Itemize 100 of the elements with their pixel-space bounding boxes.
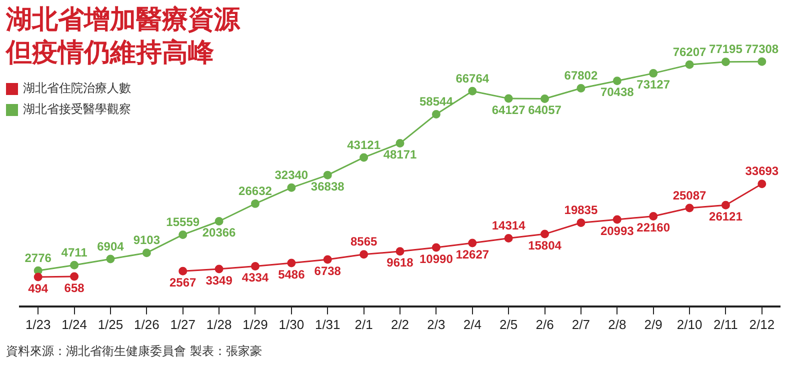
point [287, 183, 296, 192]
point [178, 266, 188, 276]
data-label: 64057 [528, 103, 562, 118]
point [214, 217, 224, 226]
point [360, 153, 368, 162]
point [468, 86, 477, 96]
point [685, 60, 694, 69]
data-label: 6904 [97, 239, 124, 254]
point [612, 76, 622, 86]
data-label: 36838 [310, 179, 345, 194]
point [106, 254, 115, 264]
point [214, 264, 224, 274]
data-label: 2776 [24, 250, 52, 265]
data-label: 15559 [166, 215, 200, 230]
x-tick-label: 1/26 [134, 316, 160, 332]
point [142, 248, 151, 258]
point [504, 94, 513, 103]
x-tick-label: 1/29 [242, 316, 268, 332]
data-label: 43121 [347, 138, 381, 152]
point [721, 58, 730, 66]
x-tick-label: 1/23 [25, 316, 51, 332]
data-label: 66764 [456, 71, 490, 86]
point [396, 139, 404, 148]
point [432, 243, 440, 252]
data-label: 5486 [278, 267, 306, 282]
x-tick-label: 1/31 [314, 316, 340, 332]
point [178, 230, 188, 239]
data-label: 48171 [383, 148, 418, 162]
x-tick-label: 2/5 [500, 316, 518, 332]
data-label: 22160 [636, 220, 670, 235]
point [540, 230, 550, 238]
data-label: 658 [64, 280, 85, 295]
x-tick-label: 2/7 [572, 316, 590, 332]
x-tick-label: 1/28 [206, 316, 232, 332]
point [432, 110, 440, 118]
x-tick-label: 2/6 [536, 316, 554, 332]
x-tick-label: 2/8 [608, 316, 626, 332]
data-label: 6738 [314, 264, 342, 278]
x-tick-label: 2/12 [749, 316, 775, 332]
x-tick-label: 1/25 [98, 316, 124, 332]
data-label: 70438 [600, 85, 634, 100]
point [576, 84, 586, 92]
point [70, 260, 79, 270]
point [721, 200, 730, 210]
x-tick-label: 2/11 [714, 316, 738, 332]
point [250, 262, 260, 270]
point [612, 215, 622, 224]
data-label: 77308 [745, 42, 779, 56]
data-label: 15804 [528, 238, 562, 252]
source-note: 資料來源：湖北省衛生健康委員會 製表：張家豪 [6, 343, 262, 360]
data-label: 9618 [386, 256, 414, 270]
legend-label: 湖北省接受醫學觀察 [23, 101, 131, 118]
x-tick-label: 2/9 [644, 316, 662, 332]
point [649, 69, 658, 78]
point [323, 170, 332, 180]
x-tick-label: 2/3 [427, 316, 446, 332]
legend-label: 湖北省住院治療人數 [23, 80, 131, 97]
data-label: 20366 [202, 226, 236, 240]
point [649, 212, 658, 220]
data-label: 25087 [672, 188, 707, 202]
x-tick-label: 2/1 [354, 316, 373, 332]
chart-title: 湖北省增加醫療資源但疫情仍維持高峰 [6, 4, 242, 70]
x-tick-label: 1/24 [62, 316, 87, 332]
point [540, 94, 550, 103]
data-label: 12627 [456, 247, 490, 262]
point [250, 199, 260, 208]
data-label: 10990 [420, 252, 454, 266]
data-label: 67802 [564, 68, 598, 83]
x-tick-label: 1/30 [278, 316, 304, 332]
point [396, 247, 404, 256]
point [758, 57, 766, 66]
point [504, 234, 513, 242]
data-label: 2567 [170, 275, 197, 290]
x-tick-label: 2/10 [676, 316, 702, 332]
point [468, 238, 477, 248]
data-label: 9103 [133, 233, 160, 248]
point [287, 258, 296, 268]
data-label: 3349 [206, 273, 233, 288]
data-label: 4711 [61, 245, 88, 260]
point [685, 204, 694, 212]
x-tick-label: 2/4 [463, 316, 482, 332]
x-tick-label: 1/27 [170, 316, 196, 332]
data-label: 494 [28, 281, 48, 296]
data-label: 64127 [492, 102, 526, 117]
data-label: 58544 [420, 94, 454, 109]
point [360, 250, 368, 259]
data-label: 77195 [709, 42, 743, 56]
data-label: 76207 [672, 44, 707, 59]
data-label: 32340 [274, 168, 308, 182]
data-label: 33693 [745, 164, 779, 178]
data-label: 20993 [600, 224, 634, 238]
data-label: 26121 [709, 209, 743, 224]
data-label: 26632 [238, 184, 272, 198]
x-tick-label: 2/2 [390, 316, 410, 332]
point [576, 218, 586, 227]
point [70, 272, 79, 281]
data-label: 8565 [350, 234, 378, 249]
point [34, 272, 42, 282]
data-label: 14314 [492, 218, 526, 233]
data-label: 4334 [242, 270, 269, 285]
